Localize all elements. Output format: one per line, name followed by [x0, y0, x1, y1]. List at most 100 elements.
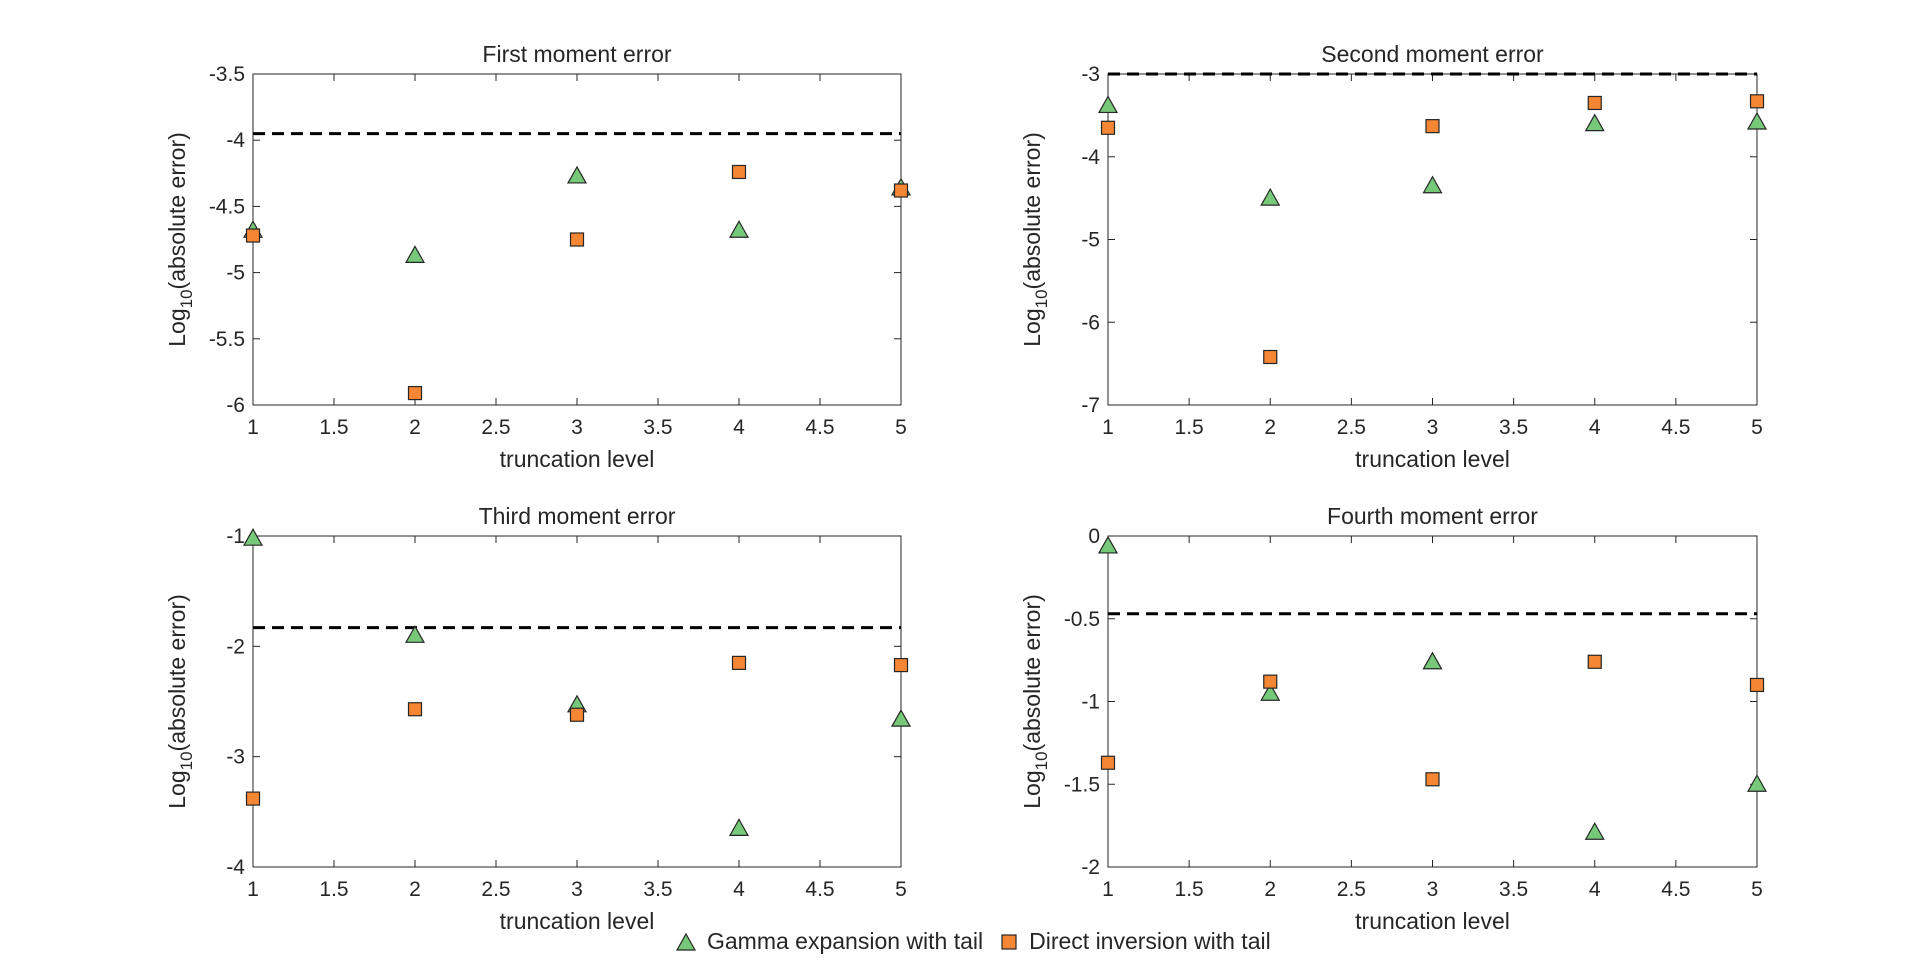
- y-axis-label: Log10(absolute error): [164, 132, 196, 347]
- gamma-point: [566, 165, 588, 184]
- square-marker-icon: [1001, 933, 1017, 950]
- direct-point: [407, 702, 423, 717]
- x-tick-label: 4.5: [1661, 416, 1690, 439]
- legend-label-gamma: Gamma expansion with tail: [707, 928, 984, 954]
- gamma-point: [1746, 111, 1768, 130]
- y-axis-label-subscript: 10: [177, 289, 196, 308]
- gamma-point: [1584, 113, 1605, 132]
- gamma-point: [728, 818, 750, 836]
- y-tick-label: -1: [226, 525, 245, 548]
- gamma-point: [1260, 683, 1281, 701]
- y-tick-label: -1: [1081, 691, 1100, 714]
- x-tick-label: 3: [571, 416, 583, 439]
- y-axis-label-subscript: 10: [1032, 289, 1051, 308]
- x-tick-label: 2: [409, 416, 421, 439]
- direct-point: [245, 228, 261, 243]
- x-tick-label: 4: [1589, 878, 1601, 901]
- direct-point: [1749, 677, 1765, 693]
- direct-point: [893, 657, 909, 673]
- x-tick-label: 2: [1264, 878, 1276, 901]
- x-tick-label: 3: [1427, 416, 1439, 439]
- y-axis-label: Log10(absolute error): [1019, 132, 1051, 347]
- direct-point: [1587, 95, 1602, 111]
- x-tick-label: 3.5: [1499, 416, 1528, 439]
- y-tick-label: -4: [226, 856, 245, 879]
- legend-item-gamma: Gamma expansion with tail: [675, 928, 983, 955]
- legend-label-direct: Direct inversion with tail: [1029, 928, 1271, 954]
- y-axis-label-subscript: 10: [1032, 751, 1051, 770]
- direct-point: [731, 164, 747, 180]
- x-tick-label: 2.5: [481, 416, 510, 439]
- axes-box: [1107, 535, 1758, 868]
- y-tick-label: -4.5: [209, 195, 245, 218]
- x-tick-label: 4.5: [1661, 878, 1690, 901]
- direct-point: [1100, 120, 1116, 135]
- gamma-point: [1746, 774, 1768, 792]
- x-tick-label: 2.5: [481, 878, 510, 901]
- y-axis-label-rest: (absolute error): [164, 132, 190, 289]
- x-tick-label: 5: [1751, 878, 1763, 901]
- direct-point: [1263, 349, 1278, 365]
- x-tick-label: 1.5: [319, 416, 348, 439]
- x-tick-label: 5: [1751, 416, 1763, 439]
- y-tick-label: -5: [226, 262, 245, 285]
- x-tick-label: 3.5: [643, 878, 672, 901]
- x-tick-label: 2: [409, 878, 421, 901]
- subplot-title: First moment error: [482, 41, 671, 67]
- gamma-point: [242, 527, 264, 546]
- gamma-point: [404, 245, 426, 263]
- y-tick-label: 0: [1088, 525, 1100, 548]
- y-axis-label: Log10(absolute error): [1019, 594, 1051, 809]
- direct-point: [731, 655, 747, 670]
- y-axis-label-rest: (absolute error): [164, 594, 190, 751]
- y-axis-label-base: Log: [1019, 770, 1045, 808]
- x-tick-label: 1: [247, 878, 259, 901]
- subplot-1: 1 1.5 2 2.5 3 3.5 4 4.5 5 -6 -5.5 -5 -4.5 -4 -3.5 First…: [164, 41, 912, 472]
- x-tick-label: 3: [1427, 878, 1439, 901]
- direct-point: [1263, 674, 1278, 689]
- y-axis-label-rest: (absolute error): [1019, 132, 1045, 289]
- gamma-point: [1097, 95, 1119, 114]
- x-axis-label: truncation level: [1355, 908, 1510, 934]
- x-tick-label: 1: [247, 416, 259, 439]
- gamma-point: [1260, 187, 1281, 206]
- y-tick-label: -3: [1081, 63, 1100, 86]
- y-tick-label: -4: [226, 129, 245, 152]
- direct-point: [1587, 654, 1602, 669]
- x-tick-label: 1.5: [319, 878, 348, 901]
- y-axis-label-base: Log: [164, 770, 190, 808]
- y-tick-label: -1.5: [1064, 773, 1100, 796]
- y-tick-label: -4: [1081, 146, 1100, 169]
- direct-point: [569, 232, 585, 247]
- gamma-point: [890, 708, 912, 727]
- y-axis-label-base: Log: [1019, 308, 1045, 346]
- y-tick-label: -7: [1081, 394, 1100, 417]
- y-axis-label-base: Log: [164, 308, 190, 346]
- y-tick-label: -6: [226, 394, 245, 417]
- gamma-point: [728, 220, 750, 238]
- y-axis-label-subscript: 10: [177, 751, 196, 770]
- x-tick-label: 3.5: [643, 416, 672, 439]
- x-tick-label: 4.5: [805, 878, 834, 901]
- direct-point: [1100, 755, 1116, 770]
- direct-point: [1425, 119, 1440, 134]
- y-tick-label: -3.5: [209, 63, 245, 86]
- y-tick-label: -3: [226, 746, 245, 769]
- y-tick-label: -0.5: [1064, 608, 1100, 631]
- x-axis-label: truncation level: [500, 446, 655, 472]
- gamma-point: [1097, 535, 1119, 554]
- subplot-2: 1 1.5 2 2.5 3 3.5 4 4.5 5 -7 -6 -5 -4 -3 Second moment…: [1019, 41, 1768, 472]
- y-tick-label: -6: [1081, 311, 1100, 334]
- gamma-point: [1422, 175, 1443, 194]
- subplot-4: 1 1.5 2 2.5 3 3.5 4 4.5 5 -2 -1.5 -1 -0.5 0 Fourth mom…: [1019, 503, 1768, 934]
- x-tick-label: 2.5: [1337, 416, 1366, 439]
- subplot-title: Third moment error: [479, 503, 676, 529]
- y-tick-label: -2: [1081, 856, 1100, 879]
- triangle-marker-icon: [675, 932, 697, 951]
- x-tick-label: 5: [895, 878, 907, 901]
- x-tick-label: 2.5: [1337, 878, 1366, 901]
- x-tick-label: 1: [1102, 878, 1114, 901]
- x-tick-label: 1.5: [1175, 416, 1204, 439]
- x-tick-label: 1: [1102, 416, 1114, 439]
